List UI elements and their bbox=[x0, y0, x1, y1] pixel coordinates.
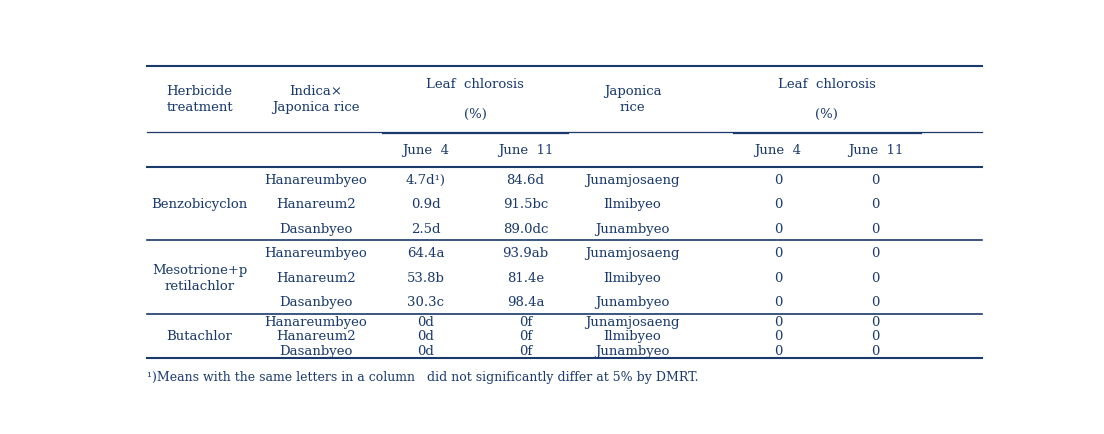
Text: (%): (%) bbox=[816, 107, 838, 120]
Text: Junamjosaeng: Junamjosaeng bbox=[585, 247, 680, 260]
Text: 0f: 0f bbox=[519, 315, 532, 328]
Text: Junamjosaeng: Junamjosaeng bbox=[585, 173, 680, 186]
Text: 0: 0 bbox=[871, 296, 880, 309]
Text: 0f: 0f bbox=[519, 344, 532, 357]
Text: Hanareum2: Hanareum2 bbox=[276, 330, 355, 342]
Text: 0: 0 bbox=[774, 247, 782, 260]
Text: 0: 0 bbox=[871, 222, 880, 235]
Text: Dasanbyeo: Dasanbyeo bbox=[279, 296, 352, 309]
Text: Dasanbyeo: Dasanbyeo bbox=[279, 344, 352, 357]
Text: 0: 0 bbox=[871, 271, 880, 284]
Text: June  4: June 4 bbox=[402, 143, 449, 156]
Text: 98.4a: 98.4a bbox=[507, 296, 544, 309]
Text: 53.8b: 53.8b bbox=[406, 271, 445, 284]
Text: 0: 0 bbox=[871, 247, 880, 260]
Text: June  11: June 11 bbox=[848, 143, 903, 156]
Text: 0: 0 bbox=[774, 173, 782, 186]
Text: Benzobicyclon: Benzobicyclon bbox=[151, 197, 247, 210]
Text: Hanareumbyeo: Hanareumbyeo bbox=[265, 173, 368, 186]
Text: 30.3c: 30.3c bbox=[407, 296, 444, 309]
Text: 0: 0 bbox=[774, 197, 782, 210]
Text: 93.9ab: 93.9ab bbox=[502, 247, 549, 260]
Text: 0: 0 bbox=[774, 330, 782, 342]
Text: 0.9d: 0.9d bbox=[411, 197, 440, 210]
Text: June  11: June 11 bbox=[498, 143, 553, 156]
Text: 81.4e: 81.4e bbox=[507, 271, 544, 284]
Text: 0d: 0d bbox=[417, 344, 434, 357]
Text: 0: 0 bbox=[871, 315, 880, 328]
Text: 89.0dc: 89.0dc bbox=[503, 222, 549, 235]
Text: 64.4a: 64.4a bbox=[406, 247, 444, 260]
Text: Hanareum2: Hanareum2 bbox=[276, 197, 355, 210]
Text: 0: 0 bbox=[871, 197, 880, 210]
Text: 84.6d: 84.6d bbox=[507, 173, 544, 186]
Text: Junambyeo: Junambyeo bbox=[595, 222, 670, 235]
Text: ¹)Means with the same letters in a column   did not significantly differ at 5% b: ¹)Means with the same letters in a colum… bbox=[147, 370, 698, 383]
Text: 2.5d: 2.5d bbox=[411, 222, 440, 235]
Text: Butachlor: Butachlor bbox=[167, 330, 233, 342]
Text: Ilmibyeo: Ilmibyeo bbox=[604, 330, 661, 342]
Text: Hanareumbyeo: Hanareumbyeo bbox=[265, 247, 368, 260]
Text: 0d: 0d bbox=[417, 330, 434, 342]
Text: Dasanbyeo: Dasanbyeo bbox=[279, 222, 352, 235]
Text: 0: 0 bbox=[774, 315, 782, 328]
Text: 0: 0 bbox=[871, 173, 880, 186]
Text: Ilmibyeo: Ilmibyeo bbox=[604, 271, 661, 284]
Text: (%): (%) bbox=[464, 107, 487, 120]
Text: Junambyeo: Junambyeo bbox=[595, 344, 670, 357]
Text: Mesotrione+p
retilachlor: Mesotrione+p retilachlor bbox=[152, 263, 247, 292]
Text: 0: 0 bbox=[774, 296, 782, 309]
Text: 0: 0 bbox=[774, 271, 782, 284]
Text: Junamjosaeng: Junamjosaeng bbox=[585, 315, 680, 328]
Text: Junambyeo: Junambyeo bbox=[595, 296, 670, 309]
Text: 0: 0 bbox=[774, 222, 782, 235]
Text: Hanareum2: Hanareum2 bbox=[276, 271, 355, 284]
Text: Leaf  chlorosis: Leaf chlorosis bbox=[778, 78, 875, 91]
Text: 0: 0 bbox=[871, 344, 880, 357]
Text: Ilmibyeo: Ilmibyeo bbox=[604, 197, 661, 210]
Text: 91.5bc: 91.5bc bbox=[503, 197, 549, 210]
Text: Japonica
rice: Japonica rice bbox=[604, 85, 661, 114]
Text: Indica×
Japonica rice: Indica× Japonica rice bbox=[273, 85, 360, 114]
Text: 0: 0 bbox=[774, 344, 782, 357]
Text: Herbicide
treatment: Herbicide treatment bbox=[167, 85, 233, 114]
Text: Hanareumbyeo: Hanareumbyeo bbox=[265, 315, 368, 328]
Text: 0f: 0f bbox=[519, 330, 532, 342]
Text: 0: 0 bbox=[871, 330, 880, 342]
Text: 0d: 0d bbox=[417, 315, 434, 328]
Text: June  4: June 4 bbox=[754, 143, 802, 156]
Text: Leaf  chlorosis: Leaf chlorosis bbox=[426, 78, 524, 91]
Text: 4.7d¹): 4.7d¹) bbox=[405, 173, 446, 186]
